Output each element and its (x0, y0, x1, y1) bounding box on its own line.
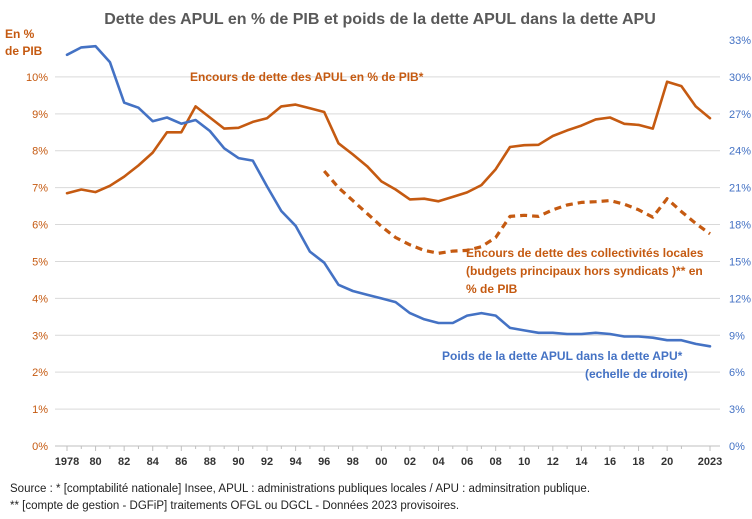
x-tick-label: 12 (547, 456, 559, 468)
right-tick-label: 21% (729, 183, 751, 195)
left-axis-unit-line2: de PIB (5, 44, 43, 58)
right-tick-label: 15% (729, 256, 751, 268)
series-line-2 (65, 44, 712, 348)
annotation-apul-debt: Encours de dette des APUL en % de PIB* (190, 70, 424, 84)
x-tick-label: 02 (404, 456, 416, 468)
right-tick-label: 0% (729, 441, 745, 453)
x-tick-label: 1978 (55, 456, 79, 468)
x-tick-label: 00 (375, 456, 387, 468)
source-line-1: Source : * [comptabilité nationale] Inse… (10, 483, 591, 495)
axes: 0% 1% 2% 3% 4% 5% 6% 7% 8% 9% 10% 0% 3% 6% 9% 12% 15% 18%… (26, 35, 751, 468)
left-tick-label: 2% (32, 367, 48, 379)
x-tick-label: 94 (289, 456, 302, 468)
right-tick-label: 18% (729, 220, 751, 232)
source-line-2: ** [compte de gestion - DGFiP] traitemen… (10, 500, 460, 512)
left-tick-label: 5% (32, 256, 48, 268)
left-tick-label: 6% (32, 220, 48, 232)
right-tick-label: 33% (729, 35, 751, 47)
right-tick-label: 27% (729, 109, 751, 121)
right-tick-label: 12% (729, 293, 751, 305)
annotation-weight-line1: Poids de la dette APUL dans la dette APU… (442, 349, 683, 363)
left-tick-label: 7% (32, 183, 48, 195)
x-tick-label: 10 (518, 456, 530, 468)
left-tick-label: 8% (32, 146, 48, 158)
x-tick-label: 90 (232, 456, 244, 468)
series-line-1 (322, 169, 711, 255)
x-tick-label: 16 (604, 456, 616, 468)
right-tick-label: 6% (729, 367, 745, 379)
x-tick-label: 92 (261, 456, 273, 468)
x-tick-label: 06 (461, 456, 473, 468)
x-tick-label: 86 (175, 456, 187, 468)
x-tick-label: 08 (490, 456, 502, 468)
annotation-collectivites-line2: (budgets principaux hors syndicats )** e… (466, 264, 703, 278)
x-tick-label: 84 (147, 456, 160, 468)
annotation-collectivites-line3: % de PIB (466, 282, 518, 296)
left-tick-label: 1% (32, 404, 48, 416)
left-tick-label: 9% (32, 109, 48, 121)
right-tick-label: 30% (729, 72, 751, 84)
left-tick-label: 10% (26, 72, 48, 84)
x-tick-label: 20 (661, 456, 673, 468)
x-tick-label: 82 (118, 456, 130, 468)
x-tick-label: 80 (89, 456, 101, 468)
x-tick-label: 18 (632, 456, 644, 468)
chart-title: Dette des APUL en % de PIB et poids de l… (104, 11, 656, 28)
right-tick-label: 24% (729, 146, 751, 158)
x-tick-label: 2023 (698, 456, 722, 468)
x-tick-label: 14 (575, 456, 588, 468)
left-axis-unit-line1: En % (5, 27, 35, 41)
x-tick-label: 04 (432, 456, 445, 468)
left-tick-label: 3% (32, 330, 48, 342)
grid (55, 76, 720, 410)
annotation-collectivites-line1: Encours de dette des collectivités local… (466, 246, 704, 260)
right-tick-label: 3% (729, 404, 745, 416)
x-tick-label: 98 (347, 456, 359, 468)
x-tick-label: 88 (204, 456, 216, 468)
right-tick-label: 9% (729, 330, 745, 342)
annotations: Encours de dette des APUL en % de PIB* E… (190, 70, 704, 381)
x-tick-label: 96 (318, 456, 330, 468)
left-tick-label: 4% (32, 293, 48, 305)
left-tick-label: 0% (32, 441, 48, 453)
annotation-weight-line2: (echelle de droite) (585, 367, 688, 381)
series-layer (65, 44, 712, 348)
series-line-0 (65, 80, 712, 203)
